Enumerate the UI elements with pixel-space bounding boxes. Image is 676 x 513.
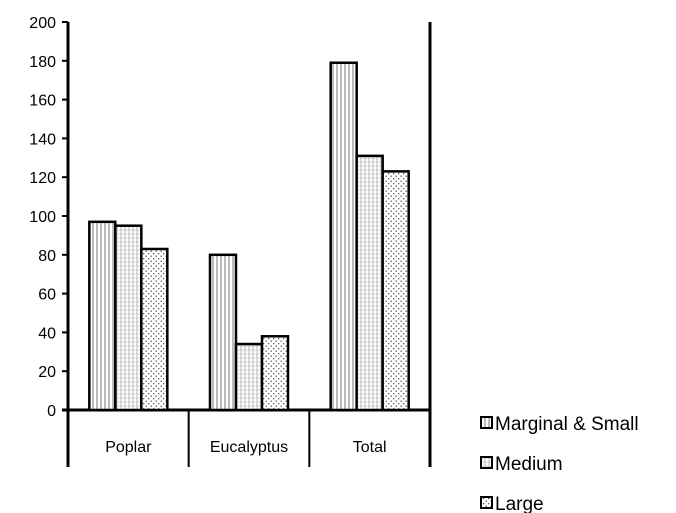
legend-swatch [480,416,493,429]
y-tick-label: 40 [38,325,56,342]
y-tick-label: 0 [47,403,56,420]
bar-total-series-0 [329,61,358,412]
legend-label: Large [495,494,544,513]
x-category-label: Total [353,439,387,456]
x-category-label: Poplar [105,439,152,456]
bar-poplar-series-2 [140,247,169,412]
bar-total-series-2 [381,170,410,412]
y-tick-label: 60 [38,287,56,304]
y-tick-label: 160 [29,93,56,110]
y-tick-label: 140 [29,131,56,148]
y-tick-label: 120 [29,170,56,187]
y-tick-label: 20 [38,364,56,381]
legend: Marginal & Small Medium Large [480,414,639,513]
labels: 0 20 40 60 80 100 120 140 160 180 200 Poplar Eucalyp… [29,15,386,456]
bars [88,61,410,412]
bar-eucalyptus-series-2 [260,335,290,412]
legend-label: Medium [495,454,563,475]
bar-poplar-series-0 [88,220,117,412]
y-tick-label: 100 [29,209,56,226]
legend-swatch [480,456,493,469]
bar-eucalyptus-series-0 [208,253,238,412]
bar-total-series-1 [355,154,384,412]
y-tick-label: 180 [29,54,56,71]
y-tick-label: 80 [38,248,56,265]
x-category-label: Eucalyptus [210,439,288,456]
legend-label: Marginal & Small [495,414,639,435]
y-tick-label: 200 [29,15,56,32]
legend-swatch [480,496,493,509]
bar-eucalyptus-series-1 [234,342,264,412]
bar-poplar-series-1 [114,224,143,412]
